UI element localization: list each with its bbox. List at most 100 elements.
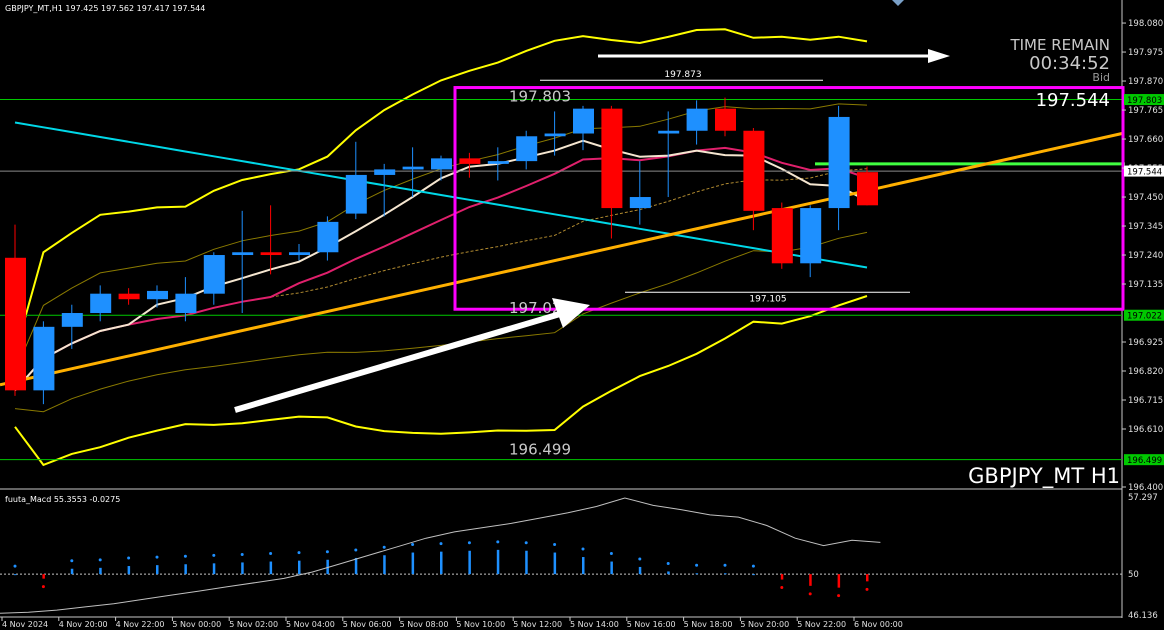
candle-body [516, 136, 538, 162]
price-tick-label: 197.135 [1128, 280, 1163, 290]
time-axis: 4 Nov 2024 4 Nov 20:00 4 Nov 22:00 5 Nov 00… [1, 617, 903, 629]
macd-histogram-bar [525, 550, 528, 575]
candle-body [175, 293, 197, 314]
candle-body [573, 108, 594, 134]
range-high-label: 197.873 [664, 70, 701, 80]
macd-histogram-bar [269, 561, 273, 575]
candle-body [459, 158, 481, 164]
macd-histogram-bar [610, 561, 613, 575]
macd-histogram-bar [440, 551, 443, 575]
macd-histogram-bar [298, 560, 301, 575]
time-tick-label: 5 Nov 14:00 [570, 620, 619, 629]
time-tick-label: 5 Nov 10:00 [456, 620, 505, 629]
macd-histogram-bar [326, 559, 329, 575]
bid-label: Bid [1092, 71, 1110, 84]
macd-histogram-bar [42, 574, 45, 579]
macd-histogram-bar [866, 574, 869, 582]
support-label: 196.499 [509, 441, 571, 459]
macd-signal-dot [723, 563, 727, 567]
macd-signal-dot [553, 543, 557, 547]
macd-signal-dot [325, 550, 329, 554]
macd-panel: 57.297 50 46.136 [0, 493, 1158, 621]
up-arrow-shaft [234, 311, 561, 413]
macd-signal-dot [751, 564, 755, 568]
candle-body [857, 172, 878, 206]
macd-signal-dot [98, 558, 102, 562]
macd-signal-dot [13, 564, 17, 568]
macd-tick-label: 57.297 [1128, 493, 1158, 503]
time-remain-value: 00:34:52 [1029, 53, 1110, 74]
candle-body [61, 313, 83, 327]
time-tick-label: 5 Nov 04:00 [286, 620, 335, 629]
candle-body [715, 108, 736, 131]
candle-body [90, 293, 112, 314]
price-tick-label: 196.400 [1128, 483, 1163, 493]
macd-signal-dot [467, 541, 471, 545]
ma-slow-line [14, 121, 868, 269]
macd-histogram-bar [411, 552, 415, 575]
macd-histogram-bar [638, 566, 642, 575]
macd-title: fuuta_Macd 55.3553 -0.0275 [5, 495, 120, 504]
macd-signal-dot [524, 541, 528, 545]
candle-body [5, 257, 26, 391]
candle-body [147, 290, 168, 300]
candle-body [317, 221, 339, 253]
price-tick-label: 197.870 [1128, 77, 1163, 87]
candle-body [800, 208, 822, 264]
range-low-label: 197.105 [749, 294, 786, 304]
candle-body [629, 197, 651, 209]
macd-signal-dot [865, 587, 869, 591]
price-tick-label: 197.975 [1128, 48, 1163, 58]
candle-body [828, 116, 850, 209]
candle-body [686, 108, 708, 131]
macd-histogram-bar [468, 550, 471, 575]
symbol-info: GBPJPY_MT,H1 197.425 197.562 197.417 197… [5, 4, 205, 13]
macd-signal-dot [411, 543, 415, 547]
macd-signal-dot [354, 548, 358, 552]
bollinger-upper-2 [14, 28, 868, 355]
macd-signal-dot [808, 592, 812, 596]
macd-histogram-bar [724, 573, 727, 575]
time-tick-label: 4 Nov 20:00 [59, 620, 108, 629]
candle-body [289, 252, 310, 256]
macd-histogram-bar [780, 574, 784, 580]
time-tick-label: 6 Nov 00:00 [854, 620, 903, 629]
macd-signal-dot [780, 586, 784, 590]
macd-signal-dot [155, 555, 159, 559]
candle-body [402, 166, 424, 170]
level-price-tag-label: 197.803 [1127, 96, 1162, 106]
macd-signal-dot [581, 547, 585, 551]
candle-body [118, 293, 140, 300]
time-tick-label: 5 Nov 06:00 [343, 620, 392, 629]
time-tick-label: 5 Nov 22:00 [797, 620, 846, 629]
candle-body [33, 326, 55, 391]
bollinger-lower-1 [14, 231, 868, 413]
candles [5, 97, 878, 405]
level-price-tag-label: 196.499 [1127, 456, 1162, 466]
macd-line [0, 497, 881, 614]
price-tick-label: 197.765 [1128, 106, 1163, 116]
macd-histogram-bar [212, 563, 216, 575]
macd-histogram-bar [809, 574, 812, 586]
candle-body [743, 130, 765, 211]
time-tick-label: 5 Nov 20:00 [740, 620, 789, 629]
price-axis: 198.080 197.975 197.870 197.765 197.660 197.5… [1122, 19, 1164, 493]
candle-body [771, 208, 793, 264]
macd-histogram-bar [496, 549, 500, 575]
macd-signal-dot [212, 553, 216, 557]
range-box [453, 86, 1125, 311]
price-tick-label: 196.820 [1128, 367, 1163, 377]
price-tick-label: 196.715 [1128, 396, 1163, 406]
candle-body [601, 108, 623, 209]
symbol-watermark: GBPJPY_MT H1 [968, 464, 1120, 489]
time-remain-label: TIME REMAIN [1009, 36, 1110, 54]
macd-signal-dot [41, 585, 45, 589]
trendline [0, 132, 1123, 387]
level-price-tag [1124, 454, 1164, 466]
macd-histogram-bar [553, 552, 557, 575]
price-tick-label: 197.660 [1128, 135, 1163, 145]
candle-body [232, 252, 254, 256]
candle-body [203, 255, 225, 294]
candle-body [431, 158, 452, 170]
price-tick-label: 198.080 [1128, 19, 1163, 29]
